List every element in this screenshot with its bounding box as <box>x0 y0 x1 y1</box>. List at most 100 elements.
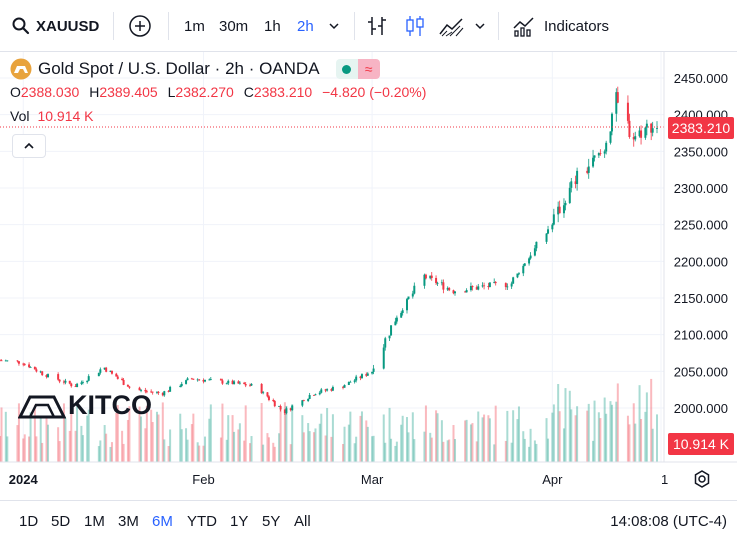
compare-button[interactable] <box>128 12 152 40</box>
candle-body <box>372 368 375 372</box>
candle-body <box>324 389 327 391</box>
volume-bar <box>23 434 26 462</box>
candle-body <box>568 187 571 203</box>
price-tick-label: 2000.000 <box>674 401 728 416</box>
candle-body <box>29 367 32 368</box>
interval-1h[interactable]: 1h <box>264 17 281 35</box>
interval-2h[interactable]: 2h <box>297 17 314 35</box>
candle-body <box>237 381 240 384</box>
range-5d[interactable]: 5D <box>51 513 71 530</box>
volume-bar <box>487 415 490 462</box>
volume-bar <box>423 431 426 462</box>
volume-bar <box>407 432 410 462</box>
volume-bar <box>289 444 292 462</box>
indicators-button[interactable]: Indicators <box>512 12 609 40</box>
range-3m[interactable]: 3M <box>118 513 139 530</box>
candle-body <box>186 378 189 381</box>
candle-body <box>650 123 653 133</box>
price-tick-label: 2200.000 <box>674 254 728 269</box>
volume-bar <box>517 406 520 462</box>
candle-body <box>599 153 602 154</box>
candle-body <box>196 379 199 381</box>
candle-body <box>452 290 455 294</box>
bars-icon <box>368 17 386 35</box>
candle-body <box>516 273 519 278</box>
chart-type-dropdown[interactable] <box>474 12 486 40</box>
volume-bar <box>547 438 550 462</box>
volume-bar <box>97 446 100 462</box>
volume-bar <box>260 403 263 462</box>
volume-bar <box>615 401 618 462</box>
symbol-search[interactable]: XAUUSD <box>12 12 99 40</box>
interval-1m[interactable]: 1m <box>184 17 205 35</box>
volume-bar <box>150 409 153 462</box>
area-chart-icon <box>439 18 464 37</box>
range-all[interactable]: All <box>294 513 311 530</box>
range-1d[interactable]: 1D <box>19 513 39 530</box>
range-1y[interactable]: 1Y <box>230 513 249 530</box>
volume-bar <box>198 445 201 462</box>
volume-label: Vol <box>10 108 30 124</box>
chevron-down-icon <box>329 23 339 30</box>
range-5y[interactable]: 5Y <box>262 513 281 530</box>
candle-body <box>76 383 79 388</box>
volume-bar <box>219 437 222 462</box>
candle-body <box>603 151 606 154</box>
collapse-legend-button[interactable] <box>12 134 46 158</box>
volume-bar <box>592 440 595 462</box>
volume-bar <box>605 413 608 462</box>
candle-body <box>564 202 567 206</box>
volume-bar <box>221 403 224 462</box>
volume-bar <box>471 423 474 462</box>
candle-body <box>312 395 315 396</box>
range-ytd[interactable]: YTD <box>187 513 217 530</box>
candle-body <box>423 274 426 286</box>
volume-bar <box>545 418 548 462</box>
volume-bar <box>475 441 478 462</box>
candle-body <box>656 128 658 129</box>
volume-bar <box>22 438 25 462</box>
candle-body <box>605 142 608 152</box>
chart-settings-button[interactable] <box>692 469 712 494</box>
volume-bar <box>632 403 635 462</box>
range-6m[interactable]: 6M <box>152 513 173 530</box>
candle-body <box>273 401 276 407</box>
candles-style-button[interactable] <box>404 12 426 40</box>
area-style-button[interactable] <box>438 12 466 40</box>
open-value: 2388.030 <box>20 84 80 100</box>
volume-bar <box>656 414 658 462</box>
chart-area[interactable]: 2450.000 2400.000 2350.000 2300.000 2250.000… <box>0 52 737 500</box>
clock-timezone[interactable]: 14:08:08 (UTC-4) <box>610 513 727 530</box>
volume-bar <box>324 435 327 462</box>
candle-body <box>342 386 345 388</box>
volume-bar <box>203 436 206 462</box>
candle-body <box>126 384 129 387</box>
volume-bar <box>308 431 311 462</box>
candle-body <box>407 296 410 300</box>
price-tick-label: 2100.000 <box>674 328 728 343</box>
candle-body <box>151 391 154 393</box>
volume-bar <box>603 397 606 462</box>
candle-body <box>326 389 329 391</box>
volume-bar <box>359 415 362 462</box>
interval-30m[interactable]: 30m <box>219 17 249 35</box>
range-1m[interactable]: 1M <box>84 513 105 530</box>
interval-dropdown[interactable] <box>328 12 340 40</box>
volume-bar <box>638 385 641 462</box>
candle-body <box>122 379 125 385</box>
candle-body <box>360 374 363 379</box>
candle-body <box>634 136 637 140</box>
market-status[interactable]: ≈ <box>335 59 380 79</box>
volume-bar <box>80 425 83 462</box>
candle-body <box>262 392 265 394</box>
bar-style-button[interactable] <box>366 12 388 40</box>
candle-body <box>593 155 596 158</box>
candle-body <box>278 406 281 407</box>
candle-body <box>359 376 362 379</box>
candle-body <box>70 383 73 387</box>
candle-body <box>155 391 158 393</box>
volume-bar <box>610 404 613 462</box>
candle-body <box>47 374 50 377</box>
candle-body <box>597 153 600 156</box>
candle-body <box>454 291 457 294</box>
